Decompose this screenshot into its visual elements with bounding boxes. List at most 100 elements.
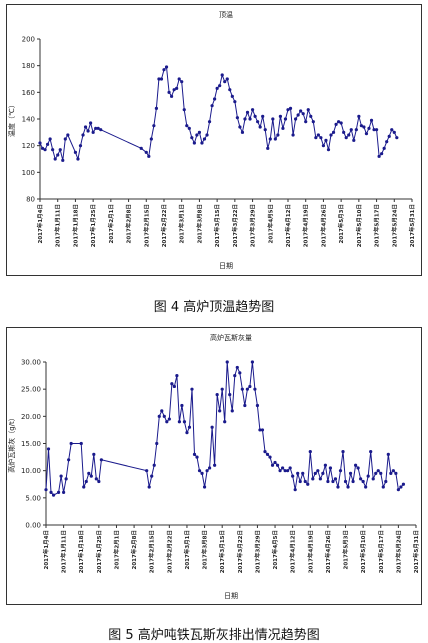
data-point [376, 469, 380, 473]
data-point [86, 129, 90, 133]
data-point [318, 477, 322, 481]
data-point [352, 138, 356, 142]
data-point [38, 141, 42, 145]
data-point [271, 117, 275, 121]
x-tick-label: 2017年5月24日 [394, 530, 402, 573]
data-point [76, 157, 80, 161]
data-point [51, 493, 56, 497]
x-tick-label: 2017年1月4日 [36, 204, 44, 243]
x-tick-label: 2017年1月4日 [42, 530, 50, 569]
data-point [205, 469, 209, 473]
data-point [399, 485, 403, 489]
x-tick-label: 2017年2月15日 [142, 204, 150, 247]
y-axis-label: 高炉瓦斯灰（g/t） [7, 414, 16, 473]
data-point [258, 125, 262, 129]
data-point [73, 150, 78, 154]
data-point [40, 146, 45, 150]
data-point [175, 86, 179, 90]
figure-4-caption: 图 4 高炉顶温趋势图 [153, 300, 275, 315]
data-point [213, 97, 217, 101]
figure-5-caption: 图 5 高炉吨铁瓦斯灰排出情况趋势图 [108, 628, 320, 643]
data-point [233, 100, 237, 104]
data-point [94, 477, 98, 481]
data-point [354, 128, 358, 132]
x-tick-label: 2017年4月19日 [306, 530, 314, 573]
data-point [245, 387, 249, 391]
data-point [192, 141, 196, 145]
data-point [351, 479, 355, 484]
data-point [337, 120, 341, 124]
data-point [223, 420, 227, 424]
data-point [336, 485, 340, 489]
x-tick-label: 2017年2月1日 [107, 204, 115, 243]
data-point [228, 393, 232, 397]
x-tick-label: 2017年3月8日 [201, 530, 209, 569]
data-point [343, 479, 348, 484]
data-point [281, 126, 285, 130]
data-point [215, 86, 219, 90]
data-point [67, 458, 71, 462]
data-point [316, 133, 320, 137]
x-tick-label: 2017年3月29日 [249, 204, 257, 247]
data-point [311, 477, 315, 481]
data-point [313, 471, 317, 475]
data-point [207, 120, 212, 124]
data-point [316, 469, 320, 473]
data-point [195, 455, 199, 459]
data-point [154, 106, 159, 110]
data-point [218, 409, 222, 413]
y-tick-label: 25.00 [21, 386, 41, 394]
data-point [296, 113, 300, 117]
chart-title: 顶温 [219, 10, 233, 19]
y-tick-label: 0.00 [25, 522, 41, 530]
data-point [177, 77, 181, 81]
data-point [359, 477, 363, 481]
data-point [283, 469, 287, 473]
chart-title: 高炉瓦斯灰量 [210, 333, 252, 342]
data-point [346, 485, 350, 489]
data-point [197, 469, 202, 473]
data-point [273, 460, 277, 465]
x-tick-label: 2017年2月8日 [130, 530, 138, 569]
data-point [248, 117, 252, 121]
data-point [59, 474, 63, 478]
data-point [385, 140, 389, 144]
data-point [248, 384, 252, 389]
data-point [270, 463, 275, 467]
x-axis-label: 日期 [219, 262, 233, 270]
data-point [349, 128, 353, 132]
data-point [382, 146, 386, 150]
data-point [291, 474, 295, 478]
data-point [319, 136, 323, 140]
data-point [308, 450, 312, 454]
data-point [371, 477, 375, 481]
data-point [240, 130, 245, 134]
data-point [235, 365, 239, 370]
data-point [167, 90, 171, 94]
data-point [150, 474, 154, 478]
data-point [187, 425, 192, 429]
data-point [92, 452, 96, 456]
data-point [152, 124, 156, 128]
data-point [180, 403, 184, 408]
data-point [157, 414, 161, 418]
data-point [233, 373, 237, 378]
data-point [387, 134, 391, 138]
data-point [321, 144, 326, 148]
x-tick-label: 2017年4月12日 [289, 530, 297, 573]
x-tick-label: 2017年2月15日 [148, 530, 156, 573]
data-point [263, 450, 267, 454]
x-tick-label: 2017年3月22日 [236, 530, 244, 573]
data-point [96, 126, 100, 130]
data-point [268, 137, 272, 141]
data-point [182, 108, 186, 112]
data-point [200, 141, 204, 145]
x-tick-label: 2017年1月25日 [95, 530, 103, 573]
data-point [87, 471, 91, 475]
data-point [220, 73, 224, 77]
data-point [215, 393, 219, 397]
data-point [56, 490, 61, 494]
y-tick-label: 5.00 [25, 494, 41, 502]
data-point [361, 479, 365, 484]
data-point [202, 485, 207, 489]
